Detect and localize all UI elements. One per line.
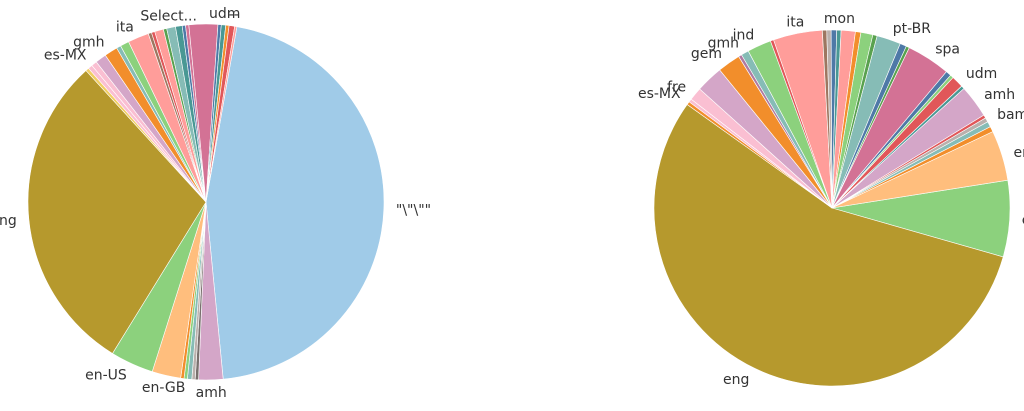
slice-label-es-mx: es-MX (44, 47, 87, 63)
slice-label-en-us: en-US (85, 368, 127, 384)
slice-label-gem: gem (691, 46, 722, 62)
pie-slice-eng (27, 70, 207, 354)
slice-label-eng: eng (723, 372, 749, 388)
slice-label-udm: udm (209, 6, 240, 22)
slice-label-es-mx: es-MX (638, 86, 681, 102)
slice-label-gmh: gmh (73, 34, 104, 50)
slice-label-ita: ita (786, 15, 804, 31)
slice-label-spa: spa (935, 41, 960, 57)
slice-label-amh: amh (196, 385, 227, 401)
slice-label-ita: ita (116, 19, 134, 35)
pie-slice (205, 25, 238, 203)
slice-label-blank: -- (229, 7, 239, 23)
slice-label-mon: mon (824, 11, 855, 27)
slice-label-fre: fre (667, 79, 686, 95)
slice-label-amh: amh (984, 87, 1015, 103)
slice-label-en-gb: en-GB (142, 380, 186, 396)
slice-label-pt-br: pt-BR (893, 21, 932, 37)
slice-label-en-us: en-US (1022, 213, 1024, 229)
slice-label-select: Select... (140, 9, 197, 25)
slice-label-udm: udm (966, 66, 997, 82)
pie-slice-blank (205, 26, 385, 380)
slice-label-eng: eng (0, 213, 17, 229)
slice-label-blank: "\"\"" (396, 202, 431, 218)
pie-slice-eng (653, 104, 1004, 387)
slice-label-bam: bam (997, 107, 1024, 123)
slice-label-gmh: gmh (708, 35, 739, 51)
pie-slice-en-gb (831, 131, 1009, 209)
slice-label-en-gb: en-GB (1014, 145, 1024, 161)
slice-label-ind: ind (733, 28, 755, 44)
